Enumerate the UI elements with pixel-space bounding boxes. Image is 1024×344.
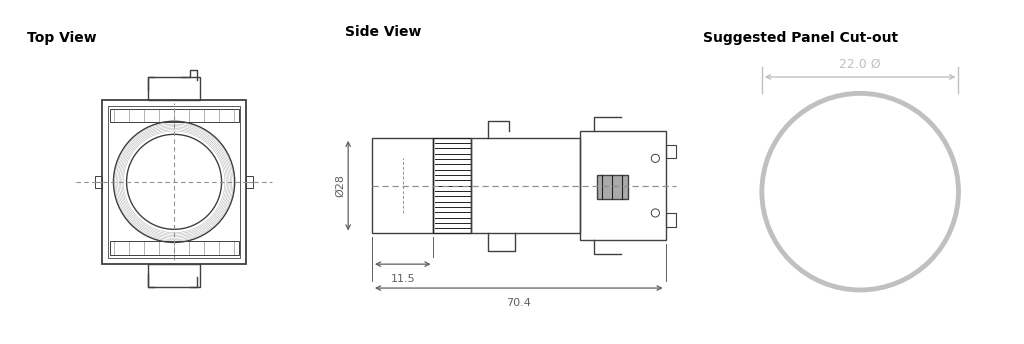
Bar: [110, 241, 239, 255]
Bar: [102, 100, 246, 264]
Bar: [666, 145, 676, 158]
Bar: [147, 77, 201, 100]
Bar: [372, 138, 433, 234]
Text: 22.0 Ø: 22.0 Ø: [840, 57, 881, 71]
Bar: [110, 109, 239, 122]
Bar: [95, 176, 102, 187]
Bar: [597, 175, 628, 199]
Text: 11.5: 11.5: [390, 275, 415, 284]
Bar: [147, 264, 201, 287]
Text: Suggested Panel Cut-out: Suggested Panel Cut-out: [702, 31, 898, 45]
Bar: [471, 138, 581, 234]
Bar: [108, 106, 241, 258]
Bar: [581, 131, 666, 240]
Bar: [246, 176, 253, 187]
Bar: [666, 213, 676, 227]
Text: 70.4: 70.4: [507, 298, 531, 308]
Text: Top View: Top View: [27, 31, 96, 45]
Bar: [433, 138, 471, 234]
Text: Ø28: Ø28: [335, 174, 345, 197]
Text: Side View: Side View: [345, 25, 421, 39]
